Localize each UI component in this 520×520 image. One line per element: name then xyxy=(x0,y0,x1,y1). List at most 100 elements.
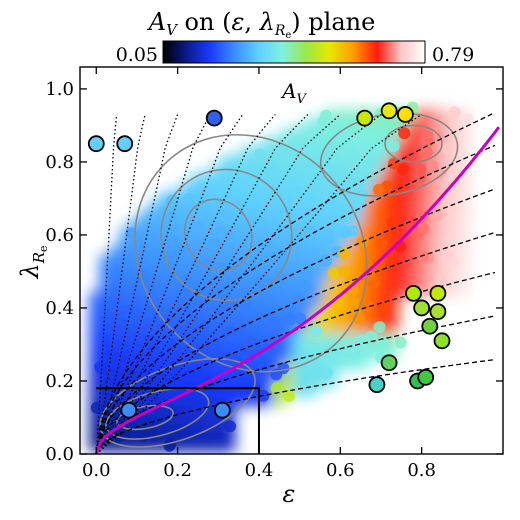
scatter-point xyxy=(398,127,411,140)
scatter-point xyxy=(235,326,248,339)
scatter-point xyxy=(322,227,335,240)
scatter-point xyxy=(461,113,474,126)
scatter-point xyxy=(397,163,410,176)
outlier-point xyxy=(433,332,451,350)
outlier-point xyxy=(380,102,398,120)
scatter-point xyxy=(441,248,454,261)
x-tick-label: 0.8 xyxy=(407,460,436,481)
scatter-point xyxy=(372,183,385,196)
scatter-point xyxy=(261,240,274,253)
scatter-point xyxy=(276,252,289,265)
scatter-point xyxy=(282,389,295,402)
scatter-point xyxy=(320,254,333,267)
plot-area xyxy=(87,101,501,454)
scatter-point xyxy=(265,164,278,177)
scatter-point xyxy=(165,223,178,236)
scatter-point xyxy=(301,209,314,222)
scatter-point xyxy=(347,295,360,308)
scatter-point xyxy=(106,366,119,379)
dotted-model-line xyxy=(95,113,423,454)
contour-line xyxy=(99,357,256,448)
scatter-point xyxy=(155,407,168,420)
scatter-point xyxy=(352,311,365,324)
y-tick-label: 0.6 xyxy=(45,225,74,246)
scatter-point xyxy=(238,302,251,315)
contour-line xyxy=(116,404,174,431)
dotted-model-line xyxy=(95,114,276,454)
scatter-point xyxy=(448,106,461,119)
scatter-point xyxy=(426,159,439,172)
scatter-point xyxy=(94,360,107,373)
dashed-model-line xyxy=(95,188,496,454)
outlier-point xyxy=(380,354,398,372)
scatter-point xyxy=(90,401,103,414)
scatter-point xyxy=(137,429,150,442)
scatter-point xyxy=(244,337,257,350)
y-axis-label: λRe xyxy=(16,245,50,279)
x-tick-label: 0.6 xyxy=(326,460,355,481)
scatter-point xyxy=(327,198,340,211)
scatter-point xyxy=(268,316,281,329)
scatter-point xyxy=(208,237,221,250)
y-tick-label: 1.0 xyxy=(45,79,74,100)
scatter-point xyxy=(421,129,434,142)
selection-box xyxy=(96,387,260,454)
dashed-model-line xyxy=(95,112,496,454)
scatter-point xyxy=(430,209,443,222)
scatter-point xyxy=(119,356,132,369)
contour-line xyxy=(384,124,443,163)
scatter-point xyxy=(290,292,303,305)
scatter-point xyxy=(373,320,386,333)
scatter-point xyxy=(349,133,362,146)
y-tick-label: 0.0 xyxy=(45,444,74,465)
scatter-point xyxy=(394,336,407,349)
contour-line xyxy=(134,133,368,373)
scatter-point xyxy=(376,300,389,313)
scatter-point xyxy=(201,358,214,371)
scatter-point xyxy=(220,305,233,318)
colorbar-bar xyxy=(162,40,426,64)
outlier-point xyxy=(429,303,447,321)
outlier-point xyxy=(413,299,431,317)
scatter-point xyxy=(213,184,226,197)
scatter-point xyxy=(192,221,205,234)
dashed-model-line xyxy=(95,231,496,454)
scatter-point xyxy=(414,162,427,175)
scatter-point xyxy=(324,148,337,161)
scatter-point xyxy=(270,382,283,395)
scatter-point xyxy=(387,140,400,153)
x-axis-label: ε xyxy=(283,480,296,508)
scatter-point xyxy=(143,334,156,347)
dotted-model-line xyxy=(95,114,146,454)
edge-points xyxy=(90,101,474,452)
scatter-point xyxy=(254,277,267,290)
x-tick-label: 0.2 xyxy=(163,460,192,481)
outlier-point xyxy=(120,401,138,419)
scatter-point xyxy=(353,190,366,203)
x-axis-ticks: 0.0 0.2 0.4 0.6 0.8 xyxy=(82,67,436,481)
panel-label: AV xyxy=(280,79,307,107)
scatter-point xyxy=(216,208,229,221)
scatter-point xyxy=(388,157,401,170)
scatter-point xyxy=(309,325,322,338)
scatter-point xyxy=(154,373,167,386)
scatter-point xyxy=(328,124,341,137)
scatter-point xyxy=(253,148,266,161)
density-contours xyxy=(99,112,459,448)
y-tick-label: 0.2 xyxy=(45,371,74,392)
dotted-model-line xyxy=(95,114,118,454)
scatter-point xyxy=(298,279,311,292)
outlier-point xyxy=(213,401,231,419)
scatter-point xyxy=(386,216,399,229)
scatter-point xyxy=(283,313,296,326)
scatter-point xyxy=(214,261,227,274)
magenta-curve xyxy=(94,126,501,454)
scatter-point xyxy=(348,347,361,360)
contour-line xyxy=(183,198,253,272)
scatter-point xyxy=(276,144,289,157)
scatter-point xyxy=(442,143,455,156)
dashed-model-line xyxy=(95,358,495,454)
chart-title: AV on (ε, λRe) plane xyxy=(147,8,376,41)
colorbar-max-label: 0.79 xyxy=(432,44,474,66)
